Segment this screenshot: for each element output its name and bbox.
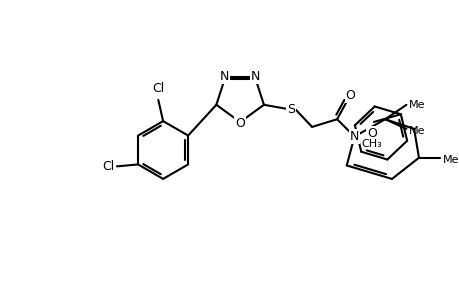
Text: O: O	[235, 116, 245, 130]
Text: Cl: Cl	[101, 160, 114, 173]
Text: Cl: Cl	[152, 82, 164, 95]
Text: Me: Me	[409, 126, 425, 136]
Text: N: N	[219, 70, 229, 83]
Text: CH₃: CH₃	[361, 139, 381, 149]
Text: N: N	[251, 70, 260, 83]
Text: N: N	[349, 130, 358, 143]
Text: S: S	[286, 103, 294, 116]
Text: O: O	[345, 89, 355, 102]
Text: Me: Me	[409, 100, 425, 110]
Text: O: O	[366, 127, 376, 140]
Text: Me: Me	[442, 155, 459, 165]
